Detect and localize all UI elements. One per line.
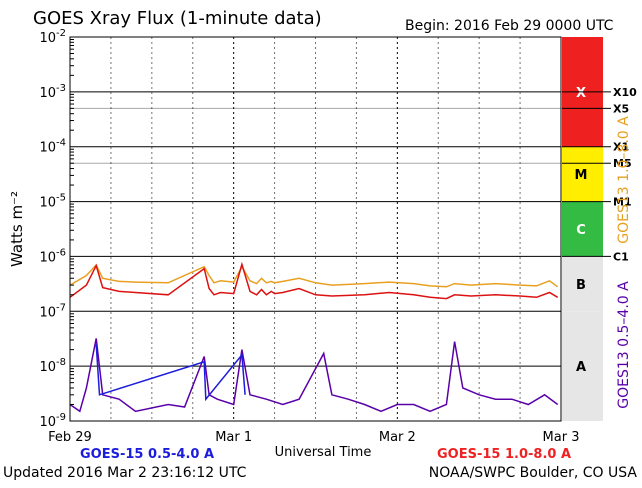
series-line-goes13-1-0-8-0-a — [69, 263, 559, 288]
class-band-label-a: A — [576, 360, 586, 375]
x-axis-label: Universal Time — [275, 445, 372, 460]
plot-frame — [69, 36, 562, 422]
flare-class-bands: X M C B A — [562, 37, 603, 421]
flare-level-labels: X10 X5 X1 M5 M1 C1 — [613, 86, 637, 264]
credit-text: NOAA/SWPC Boulder, CO USA — [429, 465, 638, 481]
flare-level-label: M5 — [613, 157, 632, 170]
right-axis-label-goes13-short: GOES13 0.5–4.0 A — [616, 281, 632, 409]
class-band-label-b: B — [576, 278, 586, 293]
y-axis-label: Watts m⁻² — [8, 191, 26, 267]
y-tick-label: 10-3 — [39, 83, 66, 101]
right-axis-label-goes13-long: GOES13 1.0–8.0 A — [616, 116, 632, 244]
series-line-goes13-0-5-4-0-a — [69, 338, 559, 413]
class-band-a — [562, 311, 603, 421]
y-tick-label: 10-7 — [39, 302, 66, 320]
chart-title: GOES Xray Flux (1-minute data) — [33, 8, 322, 29]
flare-level-label: X1 — [613, 141, 629, 154]
x-tick-label: Mar 1 — [215, 430, 252, 445]
x-axis-ticks: Feb 29 Mar 1 Mar 2 Mar 3 — [48, 430, 579, 445]
class-band-c — [562, 201, 603, 257]
flare-level-label: X5 — [613, 102, 629, 115]
x-tick-label: Mar 2 — [379, 430, 416, 445]
grid-lines — [70, 37, 611, 421]
updated-timestamp: Updated 2016 Mar 2 23:16:12 UTC — [3, 465, 247, 481]
y-tick-label: 10-2 — [39, 28, 66, 46]
y-tick-label: 10-6 — [39, 247, 66, 265]
x-tick-label: Mar 3 — [543, 430, 580, 445]
class-band-b — [562, 256, 603, 312]
data-series — [69, 261, 559, 413]
flare-level-label: X10 — [613, 86, 637, 99]
x-tick-label: Feb 29 — [48, 430, 92, 445]
flare-level-label: M1 — [613, 196, 632, 209]
flare-level-label: C1 — [613, 250, 629, 263]
y-tick-label: 10-5 — [39, 193, 66, 211]
begin-time: Begin: 2016 Feb 29 0000 UTC — [405, 18, 614, 34]
y-tick-label: 10-8 — [39, 357, 66, 375]
series-line-goes-15-1-0-8-0-a — [69, 261, 559, 300]
class-band-label-c: C — [576, 223, 586, 238]
class-band-m — [562, 146, 603, 202]
class-band-label-x: X — [576, 86, 586, 101]
y-axis-ticks: 10-9 10-8 10-7 10-6 10-5 10-4 10-3 10-2 — [39, 28, 74, 430]
legend-goes15-long: GOES-15 1.0-8.0 A — [437, 447, 571, 462]
y-tick-label: 10-9 — [39, 412, 66, 430]
series-line-goes-15-0-5-4-0-a — [95, 344, 246, 402]
legend-goes15-short: GOES-15 0.5-4.0 A — [80, 447, 214, 462]
y-tick-label: 10-4 — [39, 138, 66, 156]
class-band-label-m: M — [575, 168, 588, 183]
